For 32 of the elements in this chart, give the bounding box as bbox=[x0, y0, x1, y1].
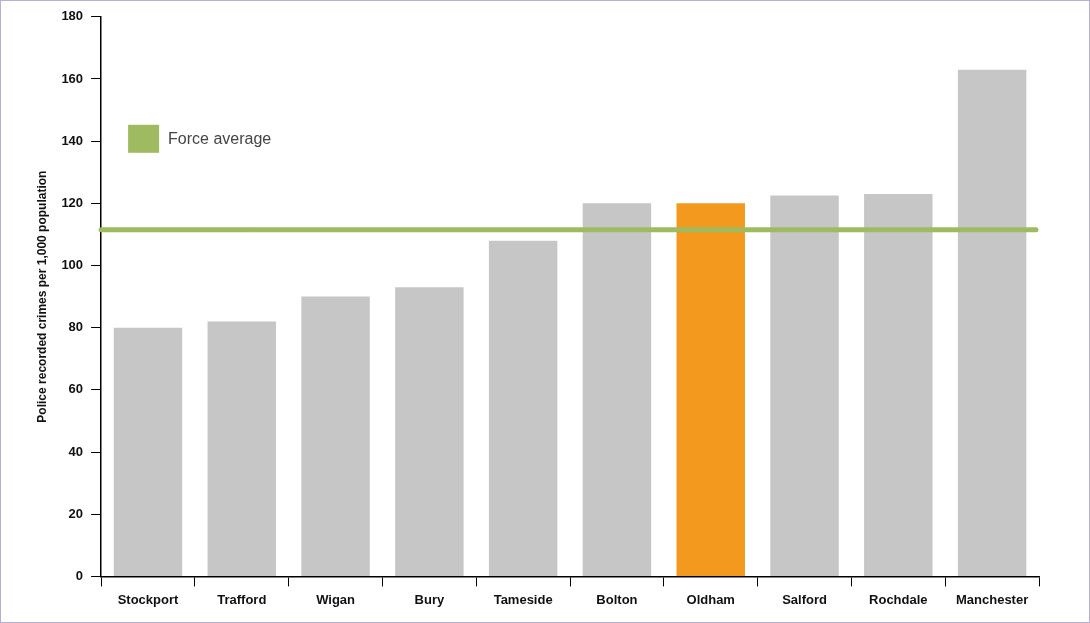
y-tick-label: 120 bbox=[61, 194, 84, 210]
y-tick-label: 0 bbox=[75, 567, 84, 583]
x-tick-label: Manchester bbox=[955, 591, 1029, 607]
bar bbox=[488, 240, 558, 576]
y-tick-label: 20 bbox=[68, 505, 84, 521]
bar bbox=[207, 321, 277, 576]
x-tick-label: Trafford bbox=[217, 591, 267, 607]
x-tick-label: Rochdale bbox=[869, 591, 928, 607]
x-tick-label: Salford bbox=[782, 591, 827, 607]
y-tick-label: 100 bbox=[61, 257, 84, 273]
bar bbox=[582, 203, 652, 576]
bar bbox=[113, 327, 183, 576]
x-tick-label: Wigan bbox=[316, 591, 356, 607]
y-axis-title: Police recorded crimes per 1,000 population bbox=[34, 170, 49, 423]
x-tick-label: Stockport bbox=[117, 591, 179, 607]
bar bbox=[676, 203, 745, 576]
x-tick-label: Bolton bbox=[596, 591, 638, 607]
bar bbox=[957, 69, 1027, 576]
bar bbox=[301, 296, 370, 576]
x-tick-label: Oldham bbox=[686, 591, 735, 607]
y-tick-label: 180 bbox=[61, 8, 84, 24]
y-tick-label: 80 bbox=[68, 319, 84, 335]
y-tick-label: 140 bbox=[61, 132, 84, 148]
y-tick-label: 40 bbox=[68, 443, 84, 459]
x-tick-label: Tameside bbox=[493, 591, 553, 607]
y-tick-label: 60 bbox=[68, 381, 84, 397]
bar bbox=[864, 194, 933, 576]
y-tick-label: 160 bbox=[61, 70, 84, 86]
x-tick-label: Bury bbox=[414, 591, 445, 607]
bar bbox=[395, 287, 464, 576]
legend-label: Force average bbox=[168, 130, 272, 148]
bar bbox=[770, 195, 839, 576]
